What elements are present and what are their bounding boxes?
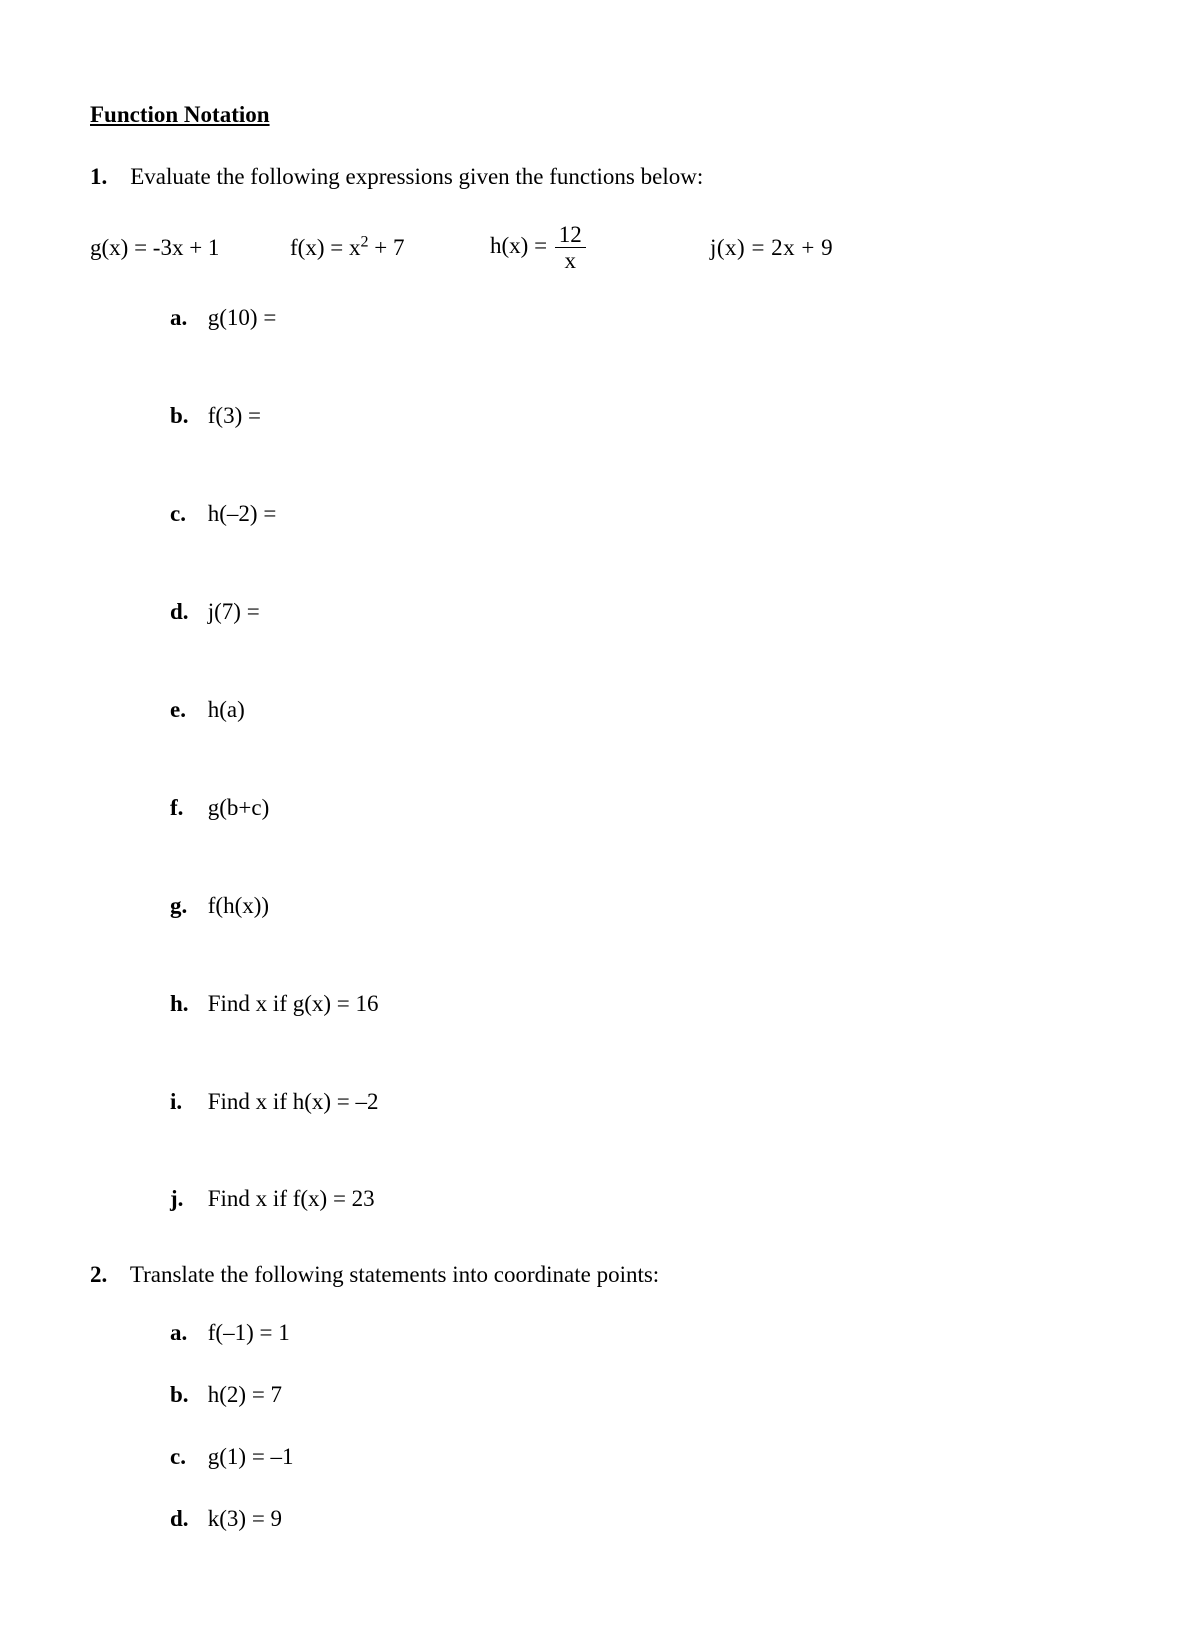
q2-a-text: f(–1) = 1 bbox=[208, 1320, 290, 1345]
func-g: g(x) = -3x + 1 bbox=[90, 233, 290, 263]
q1-a-text: g(10) = bbox=[208, 305, 277, 330]
q1-a-letter: a. bbox=[170, 303, 202, 333]
func-f: f(x) = x2 + 7 bbox=[290, 233, 490, 263]
q2-number: 2. bbox=[90, 1262, 107, 1287]
func-f-sup: 2 bbox=[360, 233, 368, 250]
q1-item-a: a. g(10) = bbox=[170, 303, 1110, 333]
func-f-post: + 7 bbox=[369, 235, 405, 260]
q2-a-letter: a. bbox=[170, 1318, 202, 1348]
q2-subitems: a. f(–1) = 1 b. h(2) = 7 c. g(1) = –1 d.… bbox=[170, 1318, 1110, 1534]
q2-b-text: h(2) = 7 bbox=[208, 1382, 282, 1407]
q1-g-letter: g. bbox=[170, 891, 202, 921]
q1-item-e: e. h(a) bbox=[170, 695, 1110, 725]
q2-item-b: b. h(2) = 7 bbox=[170, 1380, 1110, 1410]
q1-item-f: f. g(b+c) bbox=[170, 793, 1110, 823]
q1-i-letter: i. bbox=[170, 1087, 202, 1117]
q1-b-letter: b. bbox=[170, 401, 202, 431]
q1-e-letter: e. bbox=[170, 695, 202, 725]
q1-h-text: Find x if g(x) = 16 bbox=[208, 991, 379, 1016]
q2-b-letter: b. bbox=[170, 1380, 202, 1410]
question-2: 2. Translate the following statements in… bbox=[90, 1260, 1110, 1290]
q1-number: 1. bbox=[90, 164, 107, 189]
q2-c-text: g(1) = –1 bbox=[208, 1444, 294, 1469]
q1-item-c: c. h(–2) = bbox=[170, 499, 1110, 529]
q1-subitems: a. g(10) = b. f(3) = c. h(–2) = d. j(7) … bbox=[170, 303, 1110, 1214]
q1-e-text: h(a) bbox=[208, 697, 245, 722]
func-h-denominator: x bbox=[555, 248, 586, 273]
q1-item-j: j. Find x if f(x) = 23 bbox=[170, 1184, 1110, 1214]
q1-g-text: f(h(x)) bbox=[208, 893, 269, 918]
function-definitions: g(x) = -3x + 1 f(x) = x2 + 7 h(x) = 12 x… bbox=[90, 222, 1110, 274]
q1-f-text: g(b+c) bbox=[208, 795, 270, 820]
question-1: 1. Evaluate the following expressions gi… bbox=[90, 162, 1110, 192]
worksheet-page: Function Notation 1. Evaluate the follow… bbox=[0, 0, 1200, 1646]
q1-item-h: h. Find x if g(x) = 16 bbox=[170, 989, 1110, 1019]
page-title: Function Notation bbox=[90, 100, 1110, 130]
q2-item-a: a. f(–1) = 1 bbox=[170, 1318, 1110, 1348]
q1-item-i: i. Find x if h(x) = –2 bbox=[170, 1087, 1110, 1117]
q1-h-letter: h. bbox=[170, 989, 202, 1019]
q2-d-letter: d. bbox=[170, 1504, 202, 1534]
q2-c-letter: c. bbox=[170, 1442, 202, 1472]
q1-item-g: g. f(h(x)) bbox=[170, 891, 1110, 921]
q1-item-b: b. f(3) = bbox=[170, 401, 1110, 431]
q1-c-text: h(–2) = bbox=[208, 501, 277, 526]
q1-f-letter: f. bbox=[170, 793, 202, 823]
q2-item-c: c. g(1) = –1 bbox=[170, 1442, 1110, 1472]
q1-j-text: Find x if f(x) = 23 bbox=[208, 1186, 375, 1211]
q1-c-letter: c. bbox=[170, 499, 202, 529]
q1-i-text: Find x if h(x) = –2 bbox=[208, 1089, 379, 1114]
func-f-pre: f(x) = x bbox=[290, 235, 360, 260]
q1-prompt: Evaluate the following expressions given… bbox=[130, 164, 703, 189]
q1-j-letter: j. bbox=[170, 1184, 202, 1214]
func-h: h(x) = 12 x bbox=[490, 222, 710, 274]
q1-d-text: j(7) = bbox=[208, 599, 260, 624]
func-j: j(x) = 2x + 9 bbox=[710, 233, 833, 263]
func-h-fraction: 12 x bbox=[555, 222, 586, 274]
q2-item-d: d. k(3) = 9 bbox=[170, 1504, 1110, 1534]
q1-d-letter: d. bbox=[170, 597, 202, 627]
q2-prompt: Translate the following statements into … bbox=[130, 1262, 659, 1287]
q1-item-d: d. j(7) = bbox=[170, 597, 1110, 627]
func-h-numerator: 12 bbox=[555, 222, 586, 248]
q2-d-text: k(3) = 9 bbox=[208, 1506, 282, 1531]
q1-b-text: f(3) = bbox=[208, 403, 261, 428]
func-h-lhs: h(x) = bbox=[490, 233, 547, 258]
